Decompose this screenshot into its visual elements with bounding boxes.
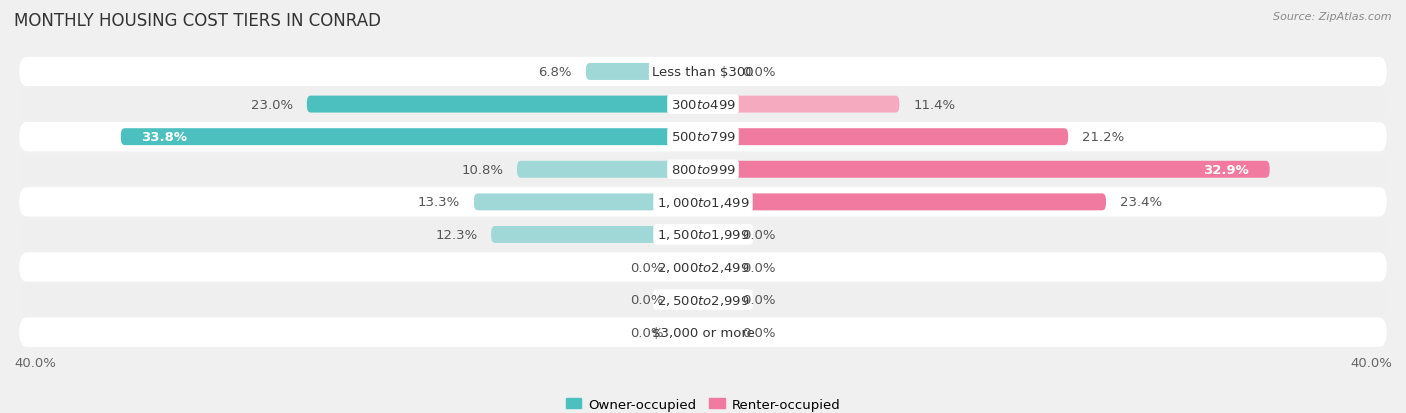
FancyBboxPatch shape xyxy=(20,188,1386,217)
Text: 0.0%: 0.0% xyxy=(630,293,664,306)
Text: Source: ZipAtlas.com: Source: ZipAtlas.com xyxy=(1274,12,1392,22)
FancyBboxPatch shape xyxy=(586,64,699,81)
Text: $800 to $999: $800 to $999 xyxy=(671,164,735,176)
FancyBboxPatch shape xyxy=(20,253,1386,282)
FancyBboxPatch shape xyxy=(20,220,1386,249)
Text: 0.0%: 0.0% xyxy=(742,293,776,306)
FancyBboxPatch shape xyxy=(707,226,728,243)
FancyBboxPatch shape xyxy=(307,96,699,113)
Text: 12.3%: 12.3% xyxy=(434,228,478,241)
Text: 0.0%: 0.0% xyxy=(630,261,664,274)
Text: 40.0%: 40.0% xyxy=(1350,356,1392,369)
FancyBboxPatch shape xyxy=(707,292,728,309)
Text: Less than $300: Less than $300 xyxy=(652,66,754,79)
FancyBboxPatch shape xyxy=(707,64,728,81)
Legend: Owner-occupied, Renter-occupied: Owner-occupied, Renter-occupied xyxy=(560,392,846,413)
FancyBboxPatch shape xyxy=(20,155,1386,185)
FancyBboxPatch shape xyxy=(707,96,900,113)
Text: 11.4%: 11.4% xyxy=(912,98,955,112)
FancyBboxPatch shape xyxy=(121,129,699,146)
FancyBboxPatch shape xyxy=(20,318,1386,347)
Text: 23.0%: 23.0% xyxy=(250,98,292,112)
Text: 0.0%: 0.0% xyxy=(742,326,776,339)
FancyBboxPatch shape xyxy=(678,259,699,276)
FancyBboxPatch shape xyxy=(20,58,1386,87)
Text: $2,500 to $2,999: $2,500 to $2,999 xyxy=(657,293,749,307)
Text: 0.0%: 0.0% xyxy=(630,326,664,339)
Text: 10.8%: 10.8% xyxy=(461,164,503,176)
Text: 0.0%: 0.0% xyxy=(742,261,776,274)
Text: 0.0%: 0.0% xyxy=(742,228,776,241)
FancyBboxPatch shape xyxy=(517,161,699,178)
Text: 13.3%: 13.3% xyxy=(418,196,460,209)
Text: 6.8%: 6.8% xyxy=(538,66,572,79)
Text: 0.0%: 0.0% xyxy=(742,66,776,79)
FancyBboxPatch shape xyxy=(707,129,1069,146)
Text: 33.8%: 33.8% xyxy=(142,131,187,144)
FancyBboxPatch shape xyxy=(678,324,699,341)
Text: 32.9%: 32.9% xyxy=(1204,164,1249,176)
FancyBboxPatch shape xyxy=(491,226,699,243)
Text: $1,500 to $1,999: $1,500 to $1,999 xyxy=(657,228,749,242)
FancyBboxPatch shape xyxy=(707,324,728,341)
Text: $2,000 to $2,499: $2,000 to $2,499 xyxy=(657,261,749,274)
Text: $300 to $499: $300 to $499 xyxy=(671,98,735,112)
FancyBboxPatch shape xyxy=(678,292,699,309)
FancyBboxPatch shape xyxy=(707,259,728,276)
FancyBboxPatch shape xyxy=(20,123,1386,152)
Text: 40.0%: 40.0% xyxy=(14,356,56,369)
Text: $3,000 or more: $3,000 or more xyxy=(651,326,755,339)
FancyBboxPatch shape xyxy=(474,194,699,211)
Text: $1,000 to $1,499: $1,000 to $1,499 xyxy=(657,195,749,209)
FancyBboxPatch shape xyxy=(20,285,1386,315)
Text: MONTHLY HOUSING COST TIERS IN CONRAD: MONTHLY HOUSING COST TIERS IN CONRAD xyxy=(14,12,381,30)
Text: 21.2%: 21.2% xyxy=(1083,131,1125,144)
FancyBboxPatch shape xyxy=(707,161,1270,178)
FancyBboxPatch shape xyxy=(707,194,1107,211)
Text: $500 to $799: $500 to $799 xyxy=(671,131,735,144)
FancyBboxPatch shape xyxy=(20,90,1386,119)
Text: 23.4%: 23.4% xyxy=(1119,196,1161,209)
